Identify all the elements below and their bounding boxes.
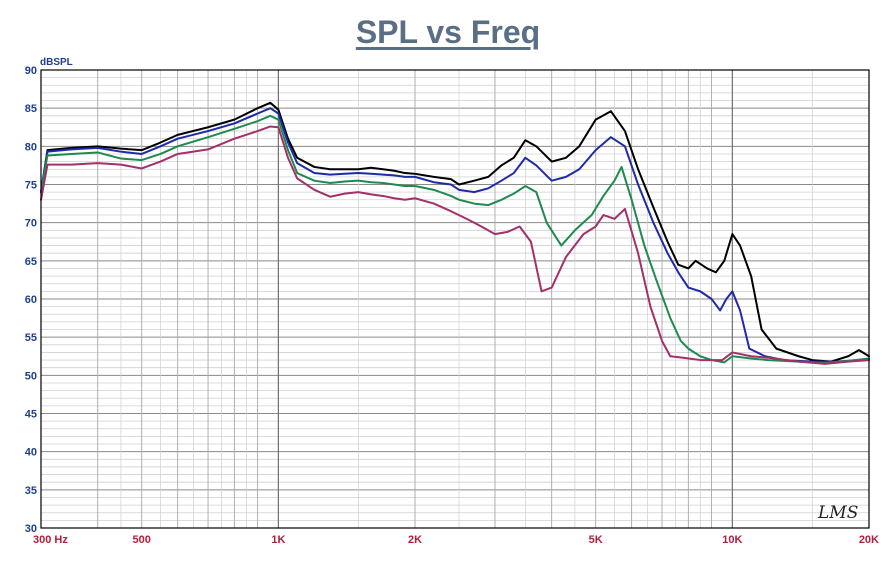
x-tick-label: 10K bbox=[722, 534, 742, 546]
lms-logo: LMS bbox=[817, 503, 858, 523]
y-tick-label: 55 bbox=[25, 332, 37, 344]
series-line-2 bbox=[40, 107, 870, 363]
y-tick-label: 85 bbox=[25, 103, 37, 115]
series-group bbox=[40, 101, 870, 365]
series-line-1 bbox=[40, 101, 870, 363]
y-tick-label: 35 bbox=[25, 485, 37, 497]
y-tick-label: 45 bbox=[25, 409, 37, 421]
series-line-4 bbox=[40, 125, 870, 365]
y-axis-label: dBSPL bbox=[40, 57, 73, 68]
y-tick-label: 80 bbox=[25, 141, 37, 153]
y-tick-label: 40 bbox=[25, 447, 37, 459]
y-axis-ticks: 30 35 40 45 50 55 60 65 70 75 80 85 90 bbox=[25, 65, 37, 535]
y-tick-label: 70 bbox=[25, 218, 37, 230]
x-tick-label: 500 bbox=[133, 534, 151, 546]
y-tick-label: 60 bbox=[25, 294, 37, 306]
x-axis-ticks: 300 Hz 500 1K 2K 5K 10K 20K bbox=[33, 534, 879, 546]
y-tick-label: 65 bbox=[25, 256, 37, 268]
grid bbox=[41, 70, 869, 528]
x-tick-label: 20K bbox=[859, 534, 879, 546]
y-tick-label: 90 bbox=[25, 65, 37, 77]
x-tick-label: 300 Hz bbox=[33, 534, 68, 546]
y-tick-label: 30 bbox=[25, 523, 37, 535]
y-tick-label: 75 bbox=[25, 180, 37, 192]
y-tick-label: 50 bbox=[25, 370, 37, 382]
x-tick-label: 1K bbox=[271, 534, 285, 546]
x-tick-label: 2K bbox=[408, 534, 422, 546]
series-line-3 bbox=[40, 114, 870, 365]
chart-title: SPL vs Freq bbox=[355, 14, 541, 50]
x-tick-label: 5K bbox=[589, 534, 603, 546]
plot-frame bbox=[40, 69, 870, 529]
